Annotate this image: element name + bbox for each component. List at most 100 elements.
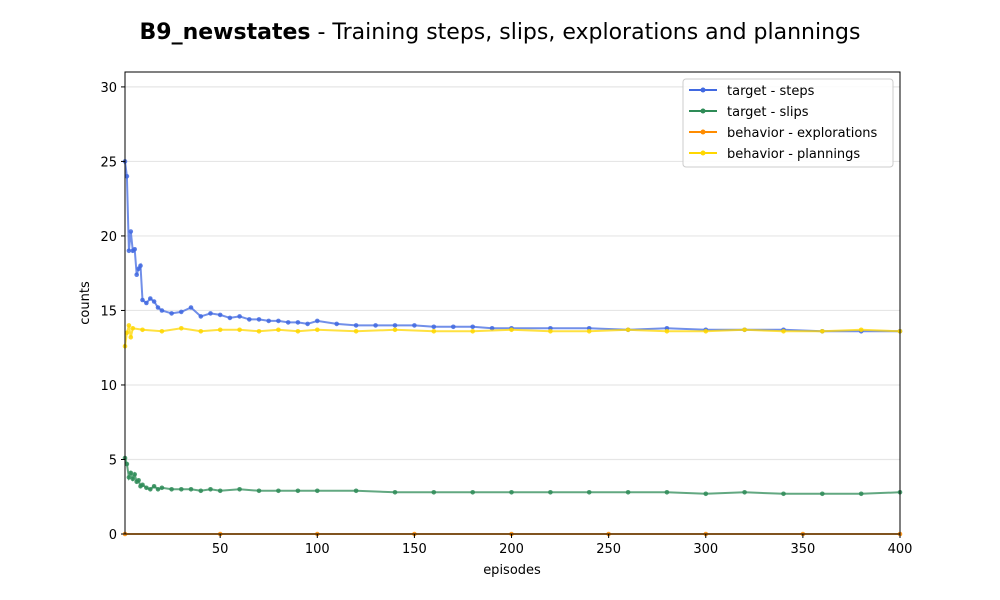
data-point xyxy=(169,487,174,492)
data-point xyxy=(353,323,359,328)
data-point xyxy=(703,491,709,497)
data-point xyxy=(179,309,184,315)
data-point xyxy=(159,329,165,334)
data-point xyxy=(285,320,291,325)
legend-label: behavior - explorations xyxy=(727,126,878,141)
legend-swatch-marker xyxy=(700,108,706,114)
legend-label: target - slips xyxy=(727,105,809,120)
y-tick-label: 0 xyxy=(109,528,117,543)
data-point xyxy=(169,311,174,316)
data-point xyxy=(820,491,825,497)
data-point xyxy=(315,318,320,324)
data-point xyxy=(208,311,213,316)
data-point xyxy=(266,318,272,324)
data-point xyxy=(124,330,130,336)
legend-item[interactable]: behavior - plannings xyxy=(689,147,860,162)
data-point xyxy=(509,327,514,333)
data-point xyxy=(227,315,233,321)
plot-frame xyxy=(124,71,901,535)
data-point xyxy=(276,318,281,324)
data-point xyxy=(703,329,709,334)
data-point xyxy=(256,317,262,322)
data-point xyxy=(548,329,553,334)
data-point xyxy=(431,329,437,334)
data-point xyxy=(295,488,301,494)
x-tick-label: 350 xyxy=(790,542,815,557)
data-point xyxy=(742,490,747,495)
data-point xyxy=(470,490,476,495)
legend-item[interactable]: target - steps xyxy=(689,84,815,99)
data-point xyxy=(305,321,310,327)
y-tick-label: 20 xyxy=(100,230,117,245)
x-tick-label: 250 xyxy=(596,542,621,557)
y-tick-label: 5 xyxy=(109,453,117,468)
data-point xyxy=(353,488,359,494)
data-point xyxy=(155,487,161,492)
data-point xyxy=(256,329,262,334)
data-point xyxy=(820,329,825,334)
data-point xyxy=(128,470,134,476)
legend-item[interactable]: target - slips xyxy=(689,105,809,120)
data-point xyxy=(392,490,398,495)
data-point xyxy=(155,305,161,310)
legend-swatch-marker xyxy=(700,129,706,135)
x-tick-label: 150 xyxy=(402,542,427,557)
data-point xyxy=(858,491,864,497)
data-point xyxy=(144,300,149,306)
x-axis-ticks: 50 100 150 200 250 300 350 400 xyxy=(212,534,913,557)
data-point xyxy=(188,305,194,310)
data-point xyxy=(373,323,378,328)
data-point xyxy=(625,490,631,495)
y-tick-label: 10 xyxy=(100,379,117,394)
data-point xyxy=(295,329,301,334)
data-point xyxy=(144,485,149,491)
data-point xyxy=(237,487,242,492)
data-point xyxy=(276,488,281,494)
data-point xyxy=(198,329,204,334)
data-point xyxy=(247,317,252,322)
data-point xyxy=(198,314,204,319)
y-axis-label: counts xyxy=(78,281,93,325)
data-point xyxy=(126,323,132,328)
data-point xyxy=(148,487,153,492)
data-point xyxy=(237,327,242,333)
x-tick-label: 400 xyxy=(888,542,913,557)
data-point xyxy=(140,327,145,333)
data-point xyxy=(217,488,223,494)
y-axis-ticks: 0 5 10 15 20 25 30 xyxy=(100,81,125,543)
x-tick-label: 50 xyxy=(212,542,229,557)
data-point xyxy=(256,488,262,494)
data-point xyxy=(625,327,631,333)
data-point xyxy=(151,299,157,304)
legend-swatch-marker xyxy=(700,87,706,93)
data-point xyxy=(124,461,130,467)
series-line xyxy=(124,161,900,333)
x-tick-label: 300 xyxy=(693,542,718,557)
data-point xyxy=(140,482,145,488)
legend-item[interactable]: behavior - explorations xyxy=(689,126,878,141)
data-point xyxy=(159,485,165,491)
data-point xyxy=(586,329,592,334)
data-point xyxy=(128,229,134,234)
data-point xyxy=(509,490,514,495)
data-point xyxy=(132,247,137,252)
y-tick-label: 30 xyxy=(100,81,117,96)
data-point xyxy=(431,324,437,330)
data-point xyxy=(315,327,320,333)
series-target-slips xyxy=(122,455,903,497)
data-point xyxy=(781,329,786,334)
data-point xyxy=(134,272,139,278)
data-point xyxy=(781,491,786,497)
legend-label: target - steps xyxy=(727,84,815,99)
data-point xyxy=(188,487,194,492)
data-point xyxy=(392,327,398,333)
legend-label: behavior - plannings xyxy=(727,147,860,162)
data-point xyxy=(412,323,417,328)
data-point xyxy=(179,487,184,492)
data-point xyxy=(470,324,476,330)
data-point xyxy=(353,329,359,334)
data-point xyxy=(489,326,495,331)
data-point xyxy=(132,472,137,477)
legend[interactable]: target - steps target - slips behavior - e… xyxy=(682,78,894,168)
